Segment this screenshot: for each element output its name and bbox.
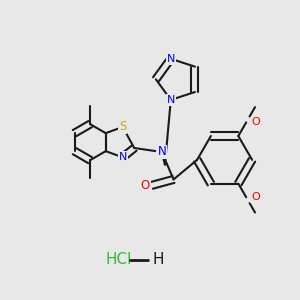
Text: N: N [167, 54, 175, 64]
Text: N: N [158, 146, 166, 158]
Text: O: O [140, 179, 150, 192]
Text: N: N [118, 152, 127, 162]
Text: O: O [251, 117, 260, 128]
Text: HCl: HCl [105, 252, 132, 267]
Text: O: O [251, 192, 260, 202]
Text: S: S [119, 121, 126, 134]
Text: N: N [167, 95, 175, 105]
Text: H: H [152, 252, 164, 267]
